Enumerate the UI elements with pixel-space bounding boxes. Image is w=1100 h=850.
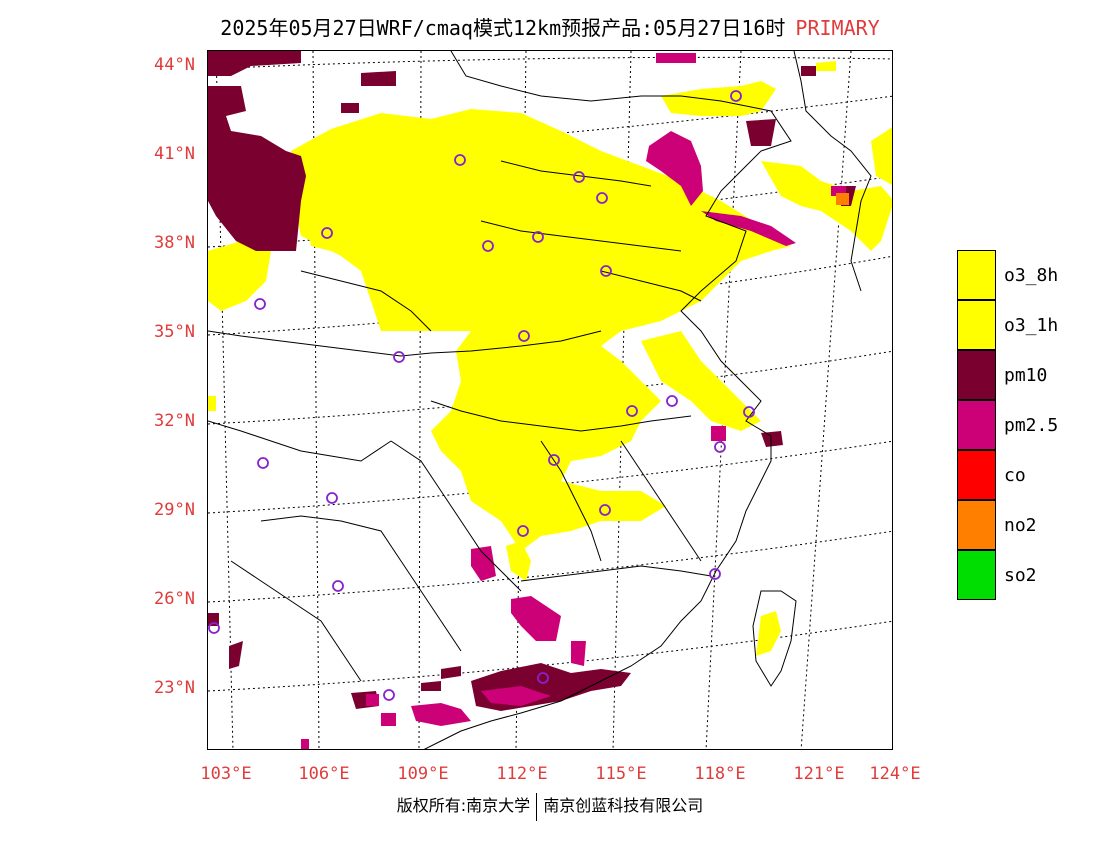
station-marker <box>548 454 560 466</box>
lat-label-35: 35°N <box>154 322 195 342</box>
station-marker <box>666 395 678 407</box>
o3-regions <box>208 61 892 656</box>
legend-label: o3_1h <box>1004 314 1059 336</box>
legend-item-o3-1h: o3_1h <box>957 300 1058 350</box>
lat-label-32: 32°N <box>154 411 195 431</box>
lon-label-103: 103°E <box>200 764 252 784</box>
legend-swatch <box>957 550 996 600</box>
lat-label-23: 23°N <box>154 678 195 698</box>
station-marker <box>537 672 549 684</box>
station-marker <box>532 231 544 243</box>
legend-label: co <box>1004 464 1026 486</box>
boundaries <box>208 51 872 749</box>
station-marker <box>257 457 269 469</box>
station-marker <box>517 525 529 537</box>
credit-line: 版权所有:南京大学 南京创蓝科技有限公司 <box>0 792 1100 821</box>
station-marker <box>600 265 612 277</box>
lat-label-41: 41°N <box>154 144 195 164</box>
map-title: 2025年05月27日WRF/cmaq模式12km预报产品:05月27日16时 P… <box>0 12 1100 41</box>
lon-label-121: 121°E <box>793 764 845 784</box>
station-marker <box>626 405 638 417</box>
legend-label: pm2.5 <box>1004 414 1059 436</box>
station-marker <box>709 568 721 580</box>
primary-tag: PRIMARY <box>795 16 880 40</box>
lat-label-29: 29°N <box>154 500 195 520</box>
legend-item-pm10: pm10 <box>957 350 1058 400</box>
station-marker <box>332 580 344 592</box>
stations <box>208 90 755 701</box>
legend-swatch <box>957 250 996 300</box>
lon-label-109: 109°E <box>397 764 449 784</box>
credit-right: 南京创蓝科技有限公司 <box>543 796 704 815</box>
legend-label: pm10 <box>1004 364 1048 386</box>
station-marker <box>208 622 220 634</box>
station-marker <box>743 406 755 418</box>
legend-label: o3_8h <box>1004 264 1059 286</box>
legend-item-no2: no2 <box>957 500 1058 550</box>
legend: o3_8h o3_1h pm10 pm2.5 co no2 so2 <box>957 250 1058 600</box>
station-marker <box>254 298 266 310</box>
pm10-regions <box>208 51 856 711</box>
station-marker <box>599 504 611 516</box>
lon-label-124: 124°E <box>869 764 921 784</box>
legend-label: no2 <box>1004 514 1037 536</box>
lon-label-118: 118°E <box>694 764 746 784</box>
lat-label-38: 38°N <box>154 233 195 253</box>
station-marker <box>596 192 608 204</box>
station-marker <box>393 351 405 363</box>
station-marker <box>730 90 742 102</box>
pm25-regions <box>301 53 846 749</box>
map-canvas <box>208 51 892 749</box>
station-marker <box>482 240 494 252</box>
legend-item-pm25: pm2.5 <box>957 400 1058 450</box>
station-marker <box>714 441 726 453</box>
lat-label-44: 44°N <box>154 55 195 75</box>
credit-separator <box>536 792 538 821</box>
lon-label-115: 115°E <box>595 764 647 784</box>
no2-spots <box>836 193 849 205</box>
legend-label: so2 <box>1004 564 1037 586</box>
legend-swatch <box>957 400 996 450</box>
map-frame[interactable] <box>207 50 893 750</box>
station-marker <box>518 330 530 342</box>
station-marker <box>383 689 395 701</box>
lat-label-26: 26°N <box>154 589 195 609</box>
station-marker <box>321 227 333 239</box>
station-marker <box>326 492 338 504</box>
legend-swatch <box>957 500 996 550</box>
legend-item-o3-8h: o3_8h <box>957 250 1058 300</box>
station-marker <box>454 154 466 166</box>
legend-swatch <box>957 300 996 350</box>
legend-swatch <box>957 350 996 400</box>
lon-label-112: 112°E <box>496 764 548 784</box>
credit-left: 版权所有:南京大学 <box>396 796 531 815</box>
legend-item-co: co <box>957 450 1058 500</box>
legend-swatch <box>957 450 996 500</box>
lon-label-106: 106°E <box>298 764 350 784</box>
station-marker <box>573 171 585 183</box>
legend-item-so2: so2 <box>957 550 1058 600</box>
map-title-main: 2025年05月27日WRF/cmaq模式12km预报产品:05月27日16时 <box>220 16 786 40</box>
